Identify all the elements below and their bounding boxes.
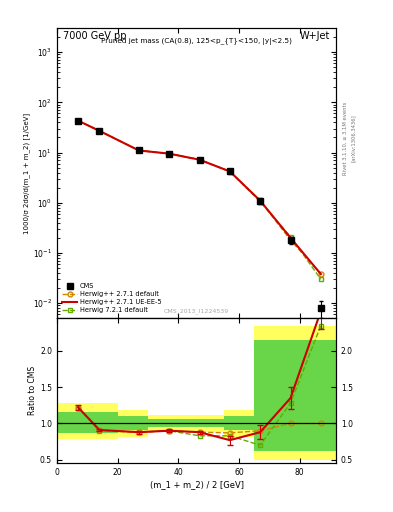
Bar (254, 340, 285, 451)
Bar (87, 412, 118, 433)
Bar (148, 419, 178, 427)
Bar (178, 419, 224, 427)
Text: Rivet 3.1.10, ≥ 3.1M events: Rivet 3.1.10, ≥ 3.1M events (343, 101, 347, 175)
Bar (254, 326, 285, 460)
Text: [arXiv:1306.3436]: [arXiv:1306.3436] (351, 114, 355, 162)
Bar (224, 416, 254, 430)
Bar (87, 403, 118, 439)
Y-axis label: 1000/σ 2dσ/d(m_1 + m_2) [1/GeV]: 1000/σ 2dσ/d(m_1 + m_2) [1/GeV] (24, 113, 30, 234)
Legend: CMS, Herwig++ 2.7.1 default, Herwig++ 2.7.1 UE-EE-5, Herwig 7.2.1 default: CMS, Herwig++ 2.7.1 default, Herwig++ 2.… (60, 281, 163, 315)
Text: CMS_2013_I1224539: CMS_2013_I1224539 (164, 308, 229, 314)
Text: W+Jet: W+Jet (300, 31, 331, 41)
Text: Pruned jet mass (CA(0.8), 125<p_{T}<150, |y|<2.5): Pruned jet mass (CA(0.8), 125<p_{T}<150,… (101, 38, 292, 46)
Bar (285, 340, 336, 451)
Bar (57, 403, 87, 439)
Bar (57, 412, 87, 433)
Bar (118, 411, 148, 437)
Bar (285, 326, 336, 460)
X-axis label: (m_1 + m_2) / 2 [GeV]: (m_1 + m_2) / 2 [GeV] (149, 480, 244, 489)
Bar (224, 411, 254, 437)
Bar (178, 415, 224, 432)
Bar (148, 415, 178, 432)
Y-axis label: Ratio to CMS: Ratio to CMS (28, 366, 37, 415)
Bar (118, 416, 148, 430)
Text: 7000 GeV pp: 7000 GeV pp (62, 31, 126, 41)
